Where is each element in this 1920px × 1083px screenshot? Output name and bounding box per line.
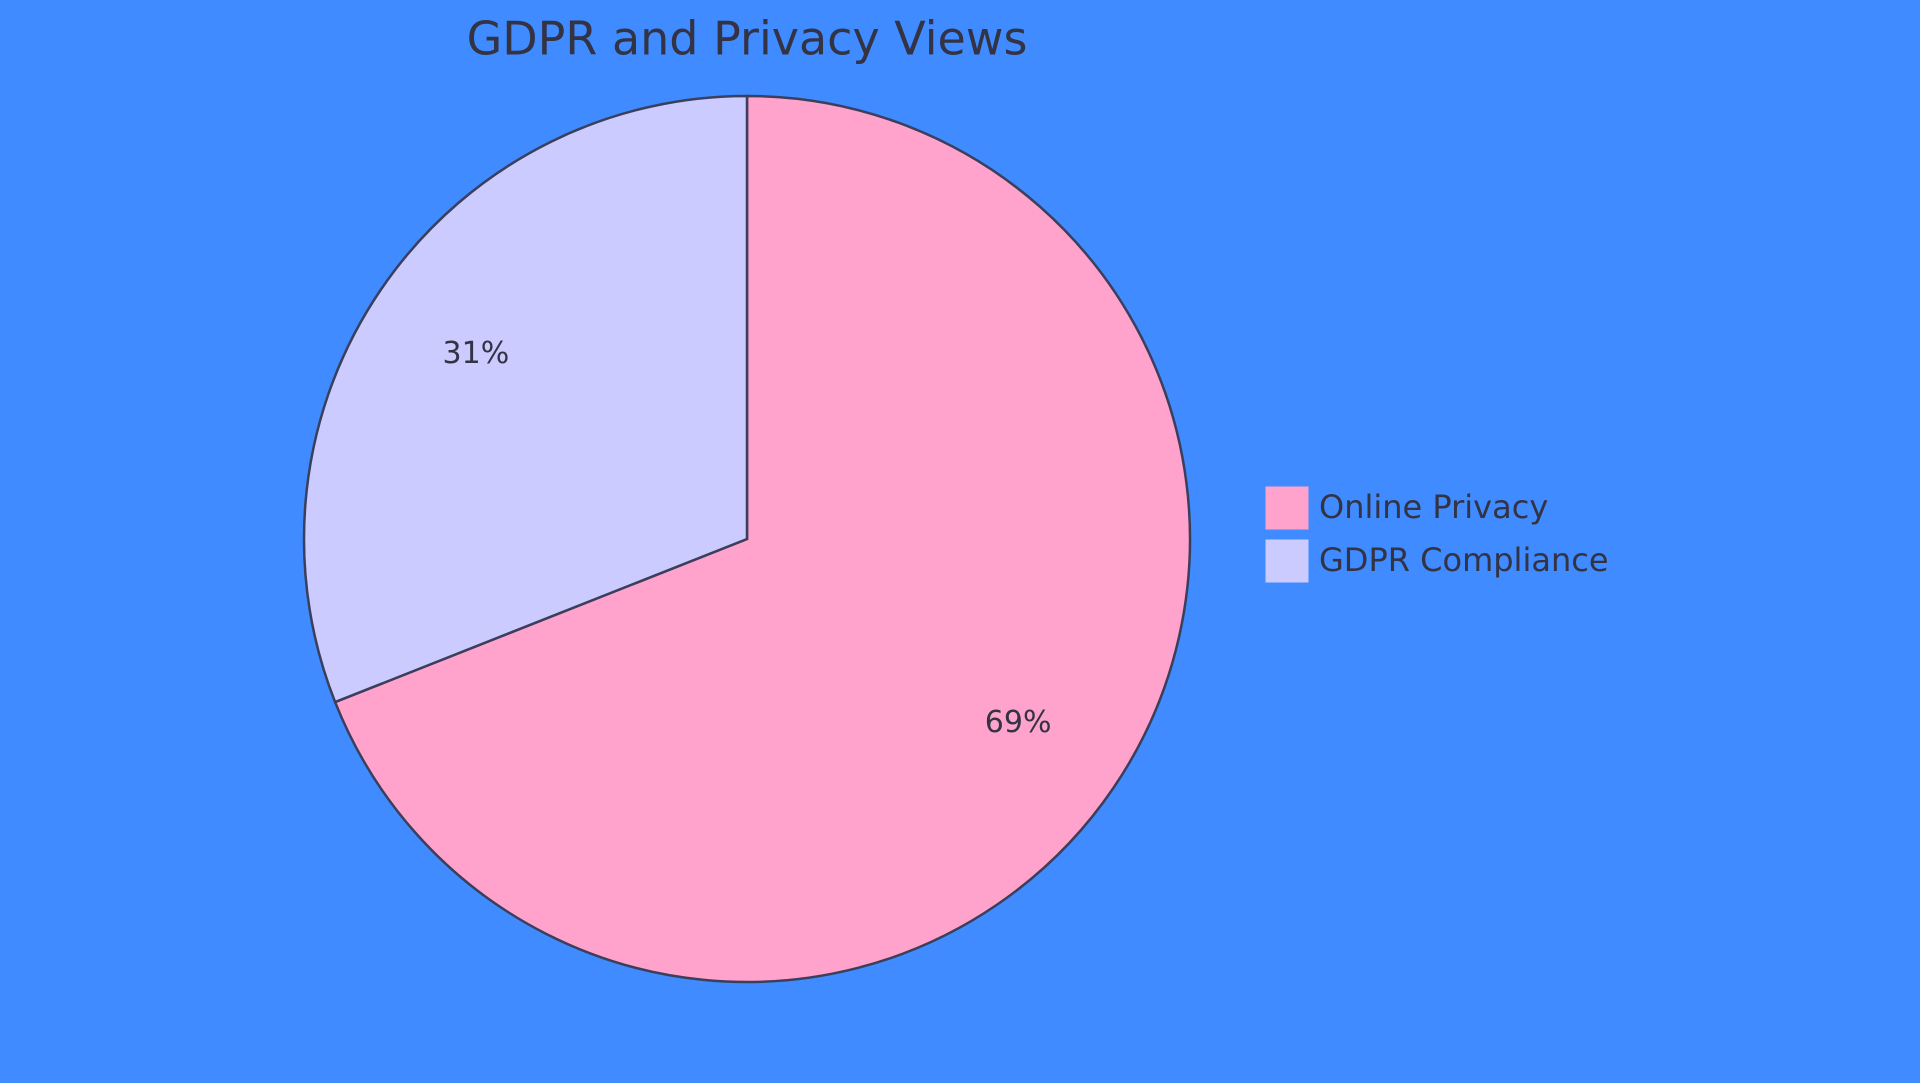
- legend-label: GDPR Compliance: [1319, 541, 1609, 579]
- pie-slice: [302, 94, 749, 704]
- slice-label: 69%: [985, 705, 1052, 740]
- chart-title: GDPR and Privacy Views: [467, 12, 1028, 66]
- slice-label: 31%: [443, 336, 510, 371]
- legend-swatch: [1264, 538, 1310, 584]
- pie-slice: [333, 94, 1192, 984]
- legend-swatch: [1264, 485, 1310, 531]
- legend-label: Online Privacy: [1319, 488, 1548, 526]
